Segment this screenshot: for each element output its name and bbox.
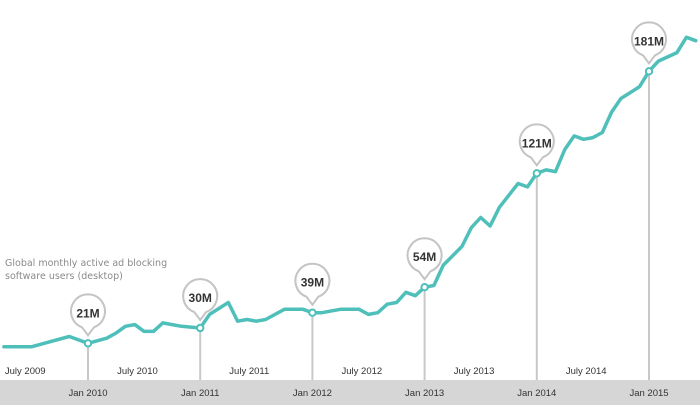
callout-bubble [294,262,331,307]
callout-30M: 30M [182,278,219,333]
x-tick-label-band: Jan 2015 [629,388,668,399]
x-tick-label-band: Jan 2010 [68,388,107,399]
callout-121M: 121M [518,123,555,178]
data-point-marker [532,169,541,178]
x-tick-label-band: Jan 2011 [181,388,219,399]
data-point-marker [308,308,317,317]
callout-54M: 54M [406,237,443,292]
data-point-marker [196,323,205,333]
callout-label: 21M [76,306,99,320]
callout-label: 181M [634,34,664,48]
callout-label: 39M [301,276,324,290]
callout-label: 121M [522,136,552,150]
callout-label: 54M [413,250,436,264]
callout-bubble [182,278,219,322]
x-tick-label-band: Jan 2014 [517,388,556,399]
data-point-marker [83,339,93,348]
x-tick-label-top: July 2013 [454,366,495,377]
x-tick-label-top: July 2014 [566,366,607,377]
data-point-marker [644,67,654,76]
callout-bubble [406,237,443,281]
chart-annotation: Global monthly active ad blocking softwa… [5,258,168,282]
callout-21M: 21M [70,293,106,348]
callout-label: 30M [189,291,212,305]
callout-bubble [518,123,555,167]
x-tick-label-top: July 2012 [342,366,383,377]
callout-bubble [70,293,106,337]
x-tick-label-band: Jan 2012 [293,388,332,399]
data-point-marker [420,283,429,292]
x-tick-label-top: July 2010 [117,366,158,377]
callout-bubble [631,21,667,65]
x-tick-label-band: Jan 2013 [405,388,444,399]
callout-39M: 39M [294,262,331,317]
x-tick-label-top: July 2011 [229,366,269,377]
callout-181M: 181M [631,21,667,76]
x-tick-label-top: July 2009 [5,366,46,377]
users-series-line [2,35,698,349]
timeline-band [0,380,700,405]
